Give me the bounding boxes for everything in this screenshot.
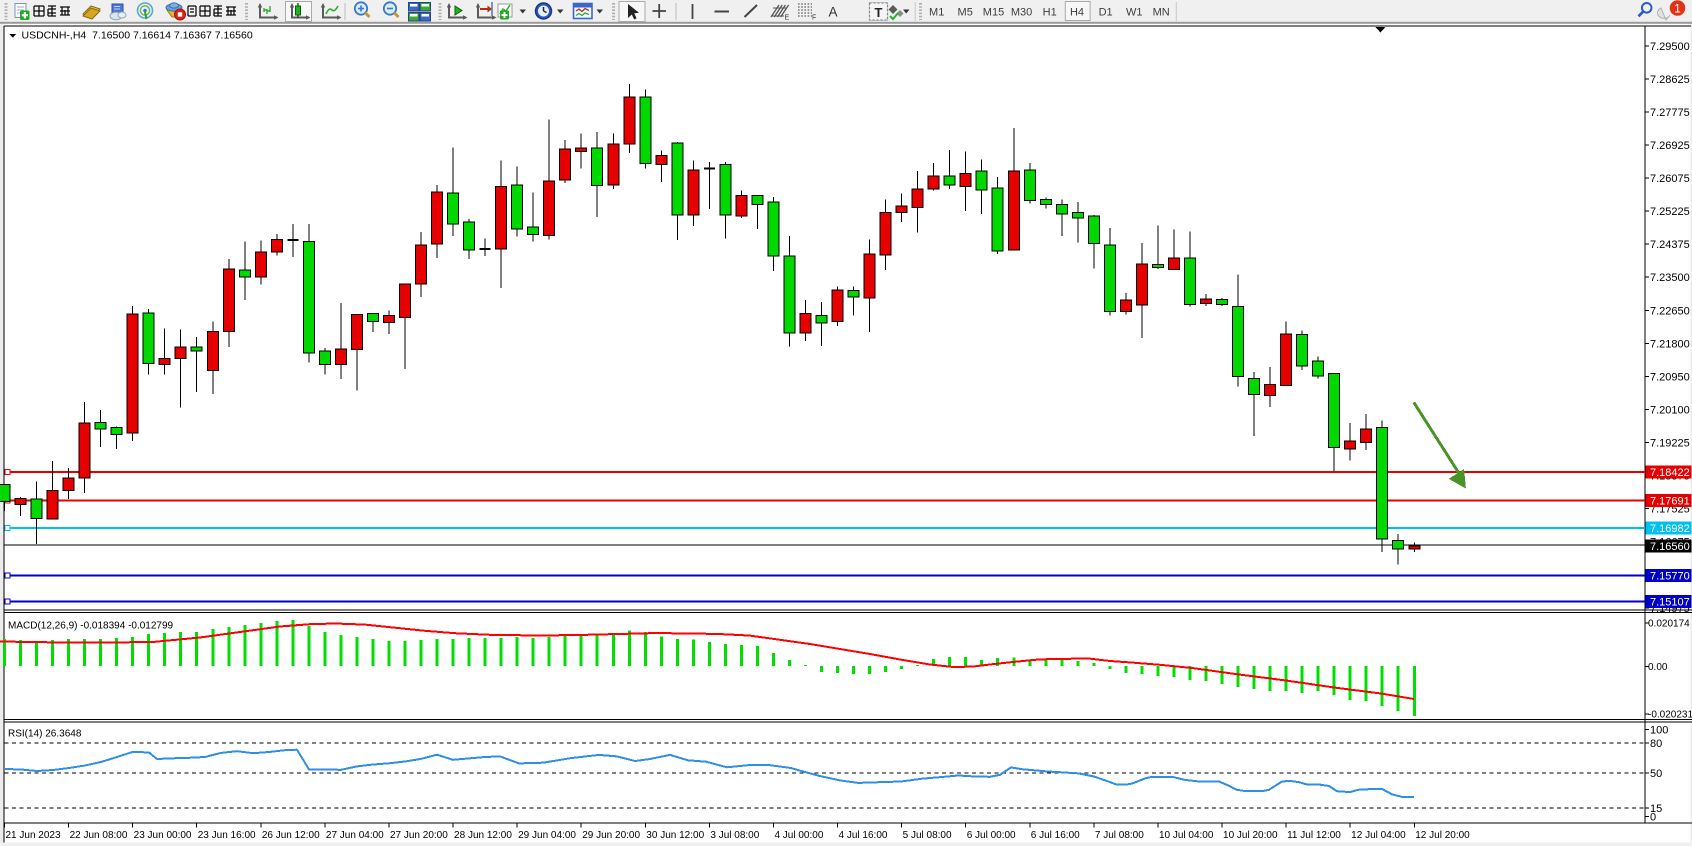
svg-text:7.22650: 7.22650 [1650,305,1690,317]
svg-text:7.26075: 7.26075 [1650,173,1690,185]
svg-text:H1: H1 [1043,7,1057,19]
svg-text:T: T [875,5,883,20]
svg-text:21 Jun 2023: 21 Jun 2023 [6,830,61,841]
svg-text:A: A [829,5,838,20]
svg-text:7.16560: 7.16560 [1650,541,1690,553]
svg-text:E: E [785,15,790,22]
svg-text:7.20100: 7.20100 [1650,404,1690,416]
svg-text:0.020174: 0.020174 [1648,619,1690,630]
svg-text:7.15107: 7.15107 [1650,596,1690,608]
svg-text:10 Jul 20:00: 10 Jul 20:00 [1223,830,1278,841]
svg-text:0.00: 0.00 [1648,662,1668,673]
svg-text:M30: M30 [1011,7,1032,19]
svg-text:7.26925: 7.26925 [1650,140,1690,152]
svg-text:12 Jul 04:00: 12 Jul 04:00 [1351,830,1406,841]
svg-text:15: 15 [1650,803,1662,815]
svg-text:80: 80 [1650,738,1662,750]
svg-text:7.20950: 7.20950 [1650,371,1690,383]
svg-text:F: F [812,15,816,22]
svg-text:100: 100 [1650,725,1668,737]
svg-text:-0.020231: -0.020231 [1648,710,1692,721]
svg-text:29 Jun 20:00: 29 Jun 20:00 [582,830,640,841]
svg-text:M1: M1 [929,7,944,19]
svg-text:4 Jul 00:00: 4 Jul 00:00 [774,830,823,841]
svg-text:7.21800: 7.21800 [1650,338,1690,350]
svg-text:27 Jun 20:00: 27 Jun 20:00 [390,830,448,841]
svg-text:7 Jul 08:00: 7 Jul 08:00 [1095,830,1144,841]
svg-text:23 Jun 16:00: 23 Jun 16:00 [198,830,256,841]
svg-text:30 Jun 12:00: 30 Jun 12:00 [646,830,704,841]
svg-text:7.24375: 7.24375 [1650,239,1690,251]
svg-text:M5: M5 [958,7,973,19]
svg-text:11 Jul 12:00: 11 Jul 12:00 [1287,830,1341,841]
svg-text:27 Jun 04:00: 27 Jun 04:00 [326,830,384,841]
svg-text:7.16982: 7.16982 [1650,523,1690,535]
svg-text:22 Jun 08:00: 22 Jun 08:00 [70,830,128,841]
svg-text:MN: MN [1153,7,1170,19]
svg-text:29 Jun 04:00: 29 Jun 04:00 [518,830,576,841]
svg-text:7.23500: 7.23500 [1650,272,1690,284]
svg-text:1: 1 [1674,2,1681,16]
svg-text:W1: W1 [1126,7,1143,19]
svg-text:RSI(14) 26.3648: RSI(14) 26.3648 [8,729,82,740]
svg-text:7.18422: 7.18422 [1650,467,1690,479]
svg-text:USDCNH-,H4 7.16500 7.16614 7.: USDCNH-,H4 7.16500 7.16614 7.16367 7.165… [22,30,253,42]
svg-text:5 Jul 08:00: 5 Jul 08:00 [903,830,952,841]
svg-text:4 Jul 16:00: 4 Jul 16:00 [839,830,888,841]
svg-text:50: 50 [1650,768,1662,780]
svg-text:7.25225: 7.25225 [1650,206,1690,218]
svg-text:23 Jun 00:00: 23 Jun 00:00 [134,830,192,841]
svg-text:D1: D1 [1099,7,1113,19]
svg-text:7.15770: 7.15770 [1650,571,1690,583]
svg-text:7.28625: 7.28625 [1650,74,1690,86]
svg-text:12 Jul 20:00: 12 Jul 20:00 [1415,830,1470,841]
svg-text:6 Jul 16:00: 6 Jul 16:00 [1031,830,1080,841]
svg-text:28 Jun 12:00: 28 Jun 12:00 [454,830,512,841]
svg-text:7.19225: 7.19225 [1650,438,1690,450]
svg-text:M15: M15 [983,7,1004,19]
svg-text:26 Jun 12:00: 26 Jun 12:00 [262,830,320,841]
svg-text:7.17691: 7.17691 [1650,496,1690,508]
svg-text:H4: H4 [1070,7,1084,19]
svg-text:0: 0 [1650,812,1656,824]
svg-text:6 Jul 00:00: 6 Jul 00:00 [967,830,1016,841]
svg-text:7.27775: 7.27775 [1650,107,1690,119]
svg-text:7.29500: 7.29500 [1650,41,1690,53]
svg-text:10 Jul 04:00: 10 Jul 04:00 [1159,830,1214,841]
svg-text:MACD(12,26,9) -0.018394 -0.012: MACD(12,26,9) -0.018394 -0.012799 [8,621,174,632]
svg-text:3 Jul 08:00: 3 Jul 08:00 [710,830,759,841]
